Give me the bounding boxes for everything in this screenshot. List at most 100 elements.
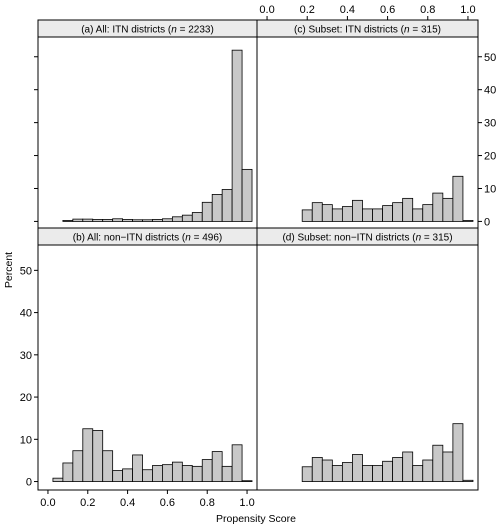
histogram-bar [92,430,104,482]
histogram-bar [102,219,114,222]
histogram-bar [171,216,183,222]
histogram-bar [321,459,333,482]
x-axis-title: Propensity Score [216,513,296,525]
panel-0: (a) All: ITN districts (n = 2233) [37,19,258,229]
histogram-bar [191,465,203,482]
histogram-bar [162,464,173,482]
histogram-bar [321,204,333,222]
histogram-bar [331,208,343,222]
x-tick-label-top: 0.0 [259,4,274,16]
histogram-bar [432,444,444,482]
histogram-bar [82,218,94,222]
x-tick-label-top: 1.0 [460,4,475,16]
histogram-bar [132,454,143,482]
y-tick-label-left: 0 [26,477,32,489]
histogram-bar [341,206,353,222]
histogram-bar [462,479,474,482]
panel-title-n: n [171,25,177,36]
panel-title: (a) All: ITN districts (n = 2233) [81,25,214,36]
y-axis-title: Percent [3,252,15,288]
axes-layer: 0 0 10 10 20 20 30 30 40 40 50 50 0.0 0.0 0.2 0.2 0.4 0.4… [20,4,497,509]
histogram-bar [102,450,114,482]
panel-title-suffix: = 315) [410,25,441,36]
y-tick-label-right: 20 [484,151,496,163]
histogram-bar [331,465,343,482]
panel-title: (c) Subset: ITN districts (n = 315) [294,25,441,36]
histogram-bar [352,199,363,222]
y-tick-label-right: 50 [484,52,496,64]
x-tick-label-bottom: 0.8 [200,497,215,509]
x-tick-label-bottom: 0.2 [80,497,95,509]
panel-3: (d) Subset: non−ITN districts (n = 315) [256,227,479,491]
histogram-bar [62,220,74,222]
panel-title-n: n [404,25,410,36]
panel-title-suffix: = 496) [191,233,222,244]
y-tick-label-right: 10 [484,183,496,195]
y-tick-label-left: 40 [20,308,32,320]
histogram-bar [362,465,373,482]
histogram-bar [201,459,213,482]
x-tick-label-bottom: 0.6 [160,497,175,509]
histogram-bar [422,459,434,482]
histogram-bar [231,444,243,482]
y-tick-label-right: 30 [484,118,496,130]
histogram-bar [162,218,173,222]
panel-title: (d) Subset: non−ITN districts (n = 315) [282,233,452,244]
histogram-bar [152,465,163,482]
histogram-bar [132,219,143,222]
panel-title-prefix: (c) Subset: ITN districts ( [294,25,405,36]
histogram-bar [82,428,94,482]
histogram-bar [241,168,253,222]
histogram-bar [211,194,223,222]
histogram-bar [402,451,414,482]
histogram-bar [372,208,383,222]
x-tick-label-top: 0.4 [340,4,355,16]
histogram-bar [311,202,323,222]
histogram-bar [52,477,64,482]
histogram-bar [402,197,414,222]
y-tick-label-right: 40 [484,85,496,97]
histogram-bar [211,451,223,482]
histogram-bar [422,204,434,222]
histogram-bar [152,219,163,222]
histogram-bar [392,202,404,222]
panel-border [256,244,479,491]
x-tick-label-top: 0.8 [420,4,435,16]
panel-border [37,244,258,491]
histogram-bar [181,214,193,222]
panel-title-n: n [416,233,422,244]
histogram-bar [221,465,233,482]
histogram-bar [301,209,313,222]
histogram-bar [382,460,394,482]
histogram-bar [341,462,353,482]
histogram-bar [231,49,243,222]
histogram-bar [72,218,84,222]
panel-title-suffix: = 315) [421,233,452,244]
histogram-bar [122,219,133,222]
x-tick-label-bottom: 1.0 [239,497,254,509]
y-tick-label-left: 50 [20,265,32,277]
panel-title-prefix: (d) Subset: non−ITN districts ( [282,233,416,244]
histogram-bar [301,466,313,482]
histogram-bar [171,461,183,482]
histogram-bar [352,454,363,482]
y-tick-label-right: 0 [484,216,490,228]
panel-title-suffix: = 2233) [177,25,214,36]
histogram-bar [382,205,394,222]
histogram-bar [432,192,444,222]
histogram-bar [452,423,464,482]
histogram-bar [362,208,373,222]
histogram-bar [181,465,193,482]
histogram-bar [92,219,104,222]
histogram-bar [372,465,383,482]
panels-layer: (a) All: ITN districts (n = 2233) (c) Sub… [37,19,479,491]
x-tick-label-bottom: 0.4 [120,497,135,509]
panel-title-n: n [185,233,191,244]
histogram-bar [311,457,323,482]
histogram-bar [241,480,253,482]
histogram-bar [412,465,424,482]
panel-title: (b) All: non−ITN districts (n = 496) [73,233,223,244]
histogram-bar [112,218,124,222]
panel-title-prefix: (b) All: non−ITN districts ( [73,233,186,244]
